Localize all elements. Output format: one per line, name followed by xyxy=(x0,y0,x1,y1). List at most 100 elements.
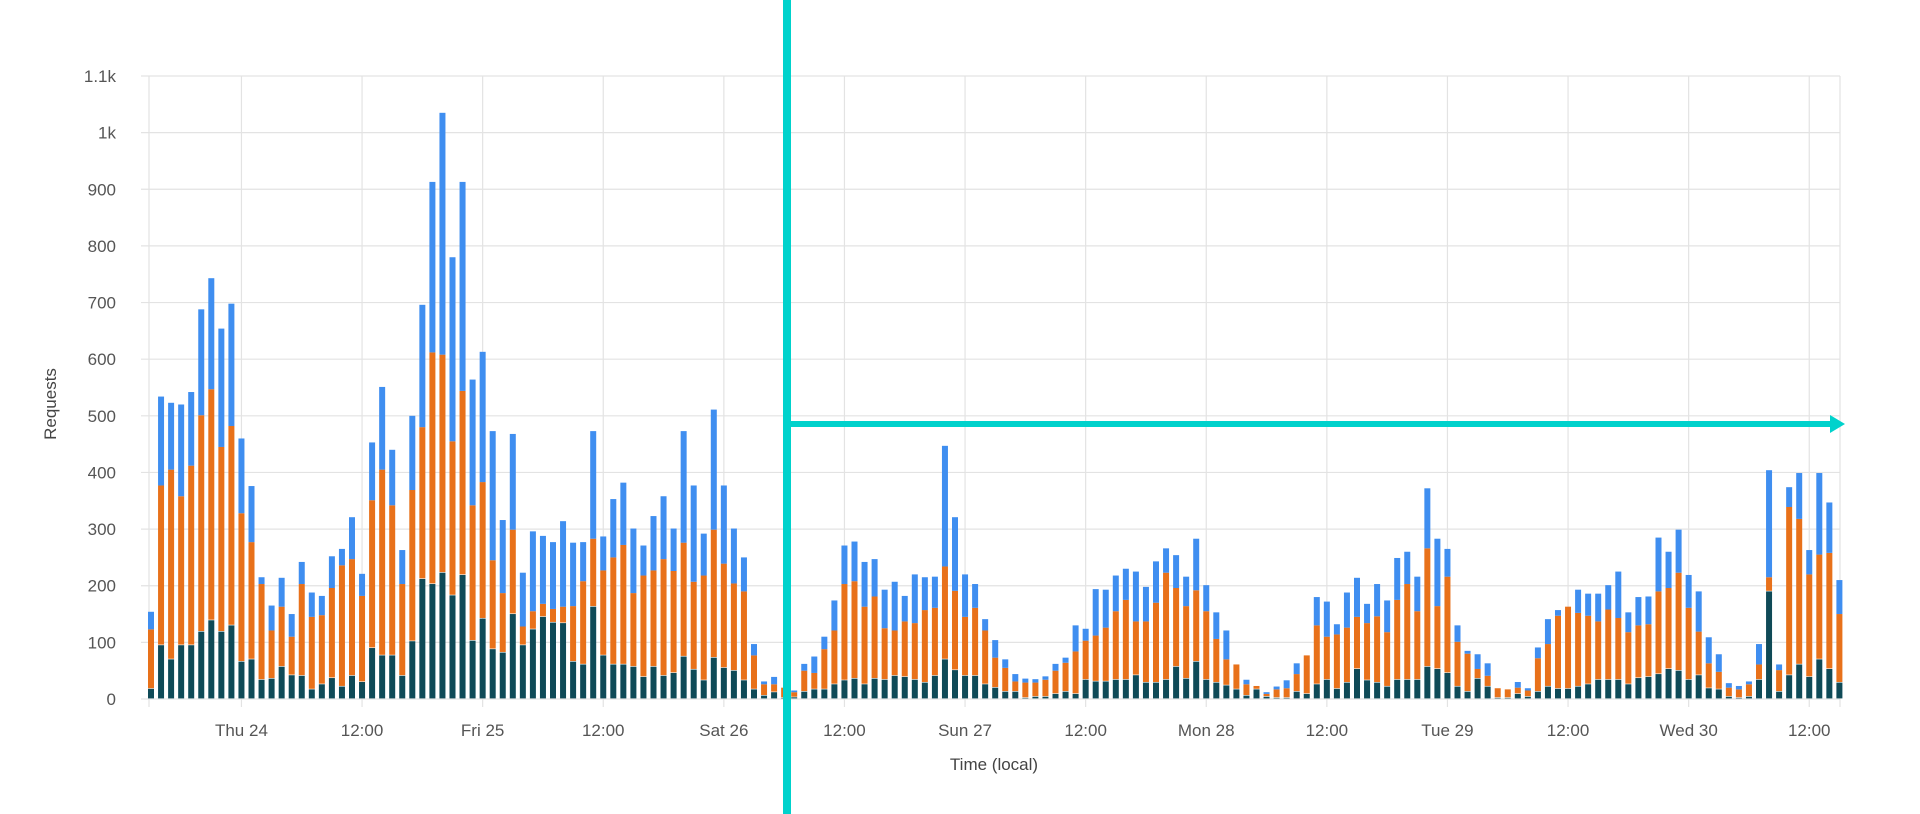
bar-segment xyxy=(1575,589,1582,613)
bar-segment xyxy=(600,570,607,655)
bar-segment xyxy=(931,576,938,608)
bar-segment xyxy=(208,620,215,699)
bar-segment xyxy=(831,630,838,684)
bar-segment xyxy=(801,670,808,692)
bar-segment xyxy=(439,112,446,355)
bar-segment xyxy=(188,392,195,466)
bar-segment xyxy=(208,278,215,390)
y-tick-label: 0 xyxy=(107,690,116,709)
bar-segment xyxy=(740,557,747,592)
bar-segment xyxy=(288,636,295,675)
bar-segment xyxy=(539,535,546,604)
bar-segment xyxy=(1444,576,1451,673)
bar-segment xyxy=(700,533,707,576)
bar-segment xyxy=(359,682,366,699)
bar-segment xyxy=(1665,668,1672,699)
bar-segment xyxy=(1776,691,1783,699)
bar-segment xyxy=(1072,651,1079,694)
bar-segment xyxy=(831,600,838,631)
bar-segment xyxy=(1384,686,1391,699)
bar-segment xyxy=(1333,688,1340,699)
bar-segment xyxy=(1524,696,1531,699)
bar-segment xyxy=(1806,676,1813,699)
bar-segment xyxy=(469,379,476,506)
bar-segment xyxy=(1474,678,1481,699)
bar-segment xyxy=(1303,693,1310,699)
bar-segment xyxy=(349,559,355,676)
bar-segment xyxy=(248,542,255,659)
bar-segment xyxy=(650,666,657,699)
bar-segment xyxy=(308,592,315,617)
x-tick-label: 12:00 xyxy=(823,721,866,740)
bar-segment xyxy=(1605,609,1612,680)
bar-segment xyxy=(1826,552,1833,669)
bar-segment xyxy=(1102,589,1109,628)
bar-segment xyxy=(1042,679,1049,697)
bar-segment xyxy=(1424,548,1431,667)
bar-segment xyxy=(660,559,667,676)
bar-segment xyxy=(1012,691,1019,699)
bar-segment xyxy=(359,573,366,596)
bar-segment xyxy=(590,431,597,539)
bar-segment xyxy=(751,655,757,689)
bar-segment xyxy=(1474,668,1481,679)
bar-segment xyxy=(409,490,416,641)
bar-segment xyxy=(1745,696,1752,699)
bar-segment xyxy=(1082,679,1089,699)
bar-segment xyxy=(992,657,999,688)
bar-segment xyxy=(1313,625,1320,684)
bar-segment xyxy=(459,574,466,699)
bar-segment xyxy=(449,441,456,595)
bar-segment xyxy=(1514,693,1521,699)
bar-segment xyxy=(700,575,707,680)
bar-segment xyxy=(218,328,225,447)
bar-segment xyxy=(419,304,426,428)
bar-segment xyxy=(1786,675,1793,699)
bar-segment xyxy=(1675,670,1682,699)
bar-segment xyxy=(560,623,567,699)
bar-segment xyxy=(1293,674,1300,692)
bar-segment xyxy=(1333,624,1340,635)
bar-segment xyxy=(690,669,697,699)
bar-segment xyxy=(168,402,175,470)
bar-segment xyxy=(1735,697,1742,699)
bar-segment xyxy=(550,542,556,609)
bar-segment xyxy=(389,505,396,655)
bar-segment xyxy=(298,584,305,676)
bar-segment xyxy=(1454,641,1461,686)
bar-segment xyxy=(1354,616,1360,669)
bar-segment xyxy=(1826,668,1833,699)
bar-segment xyxy=(550,622,556,699)
bar-segment xyxy=(610,557,617,664)
bar-segment xyxy=(1715,671,1722,689)
bar-segment xyxy=(1022,682,1029,698)
bar-segment xyxy=(409,641,416,699)
bar-segment xyxy=(218,631,225,699)
bar-segment xyxy=(1806,550,1813,575)
bar-segment xyxy=(1464,653,1471,692)
bar-segment xyxy=(1132,621,1139,675)
bar-segment xyxy=(429,181,436,353)
bar-segment xyxy=(1303,655,1310,694)
y-tick-label: 600 xyxy=(88,350,116,369)
bar-segment xyxy=(1816,659,1823,699)
bar-segment xyxy=(670,528,677,572)
bar-segment xyxy=(489,431,496,561)
bar-segment xyxy=(1756,664,1762,680)
bar-segment xyxy=(1092,635,1099,681)
bar-segment xyxy=(1776,670,1783,692)
bar-segment xyxy=(158,485,165,645)
bar-segment xyxy=(369,442,376,501)
bar-segment xyxy=(1002,659,1009,668)
bar-segment xyxy=(158,396,165,486)
bar-segment xyxy=(600,536,607,571)
bar-segment xyxy=(720,485,727,564)
bar-segment xyxy=(1132,675,1139,699)
bar-segment xyxy=(1263,692,1270,694)
bar-segment xyxy=(389,449,396,506)
y-tick-label: 500 xyxy=(88,407,116,426)
bar-segment xyxy=(1354,577,1360,617)
bar-segment xyxy=(1062,662,1069,692)
bar-segment xyxy=(911,623,918,680)
bar-segment xyxy=(449,595,456,699)
